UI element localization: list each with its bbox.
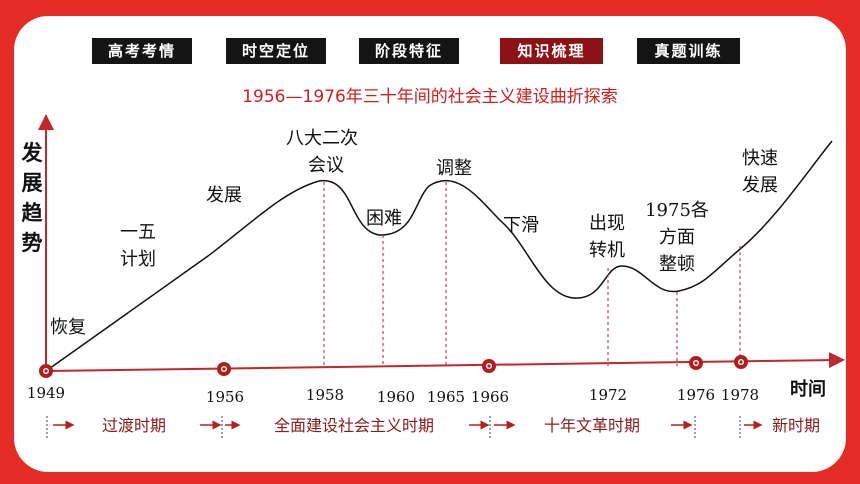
year-1966: 1966 — [471, 388, 509, 406]
y-axis-label-4: 势 — [22, 230, 43, 255]
year-1978: 1978 — [721, 386, 759, 404]
tab-time-space[interactable]: 时空定位 — [226, 38, 326, 64]
stage-adjustment: 调整 — [436, 158, 472, 179]
stage-rectification-1: 1975各 — [645, 200, 709, 221]
year-1976: 1976 — [677, 386, 715, 404]
x-axis-label: 时间 — [790, 379, 826, 400]
stage-difficulty: 困难 — [366, 208, 402, 229]
stage-rectification-2: 方面 — [659, 227, 695, 248]
year-1949: 1949 — [27, 384, 65, 402]
stage-development: 发展 — [206, 185, 242, 206]
period-transition: 过渡时期 — [102, 416, 166, 435]
trend-diagram: 发 展 趋 势 时间 1949 1956 1958 1960 1965 1966… — [21, 114, 845, 438]
y-axis-label-3: 趋 — [22, 200, 44, 225]
tab-exam-info[interactable]: 高考考情 — [92, 38, 192, 64]
stage-rapid-dev-1: 快速 — [742, 148, 778, 169]
stage-recovery: 恢复 — [50, 317, 86, 338]
year-1956: 1956 — [206, 388, 244, 406]
milestone-1976 — [689, 356, 703, 370]
tab-real-questions[interactable]: 真题训练 — [637, 38, 740, 64]
year-1965: 1965 — [427, 388, 465, 406]
slide-card: 高考考情 时空定位 阶段特征 知识梳理 真题训练 1956—1976年三十年间的… — [14, 16, 846, 472]
top-nav: 高考考情 时空定位 阶段特征 知识梳理 真题训练 — [14, 38, 846, 64]
stage-first-five-year-1: 一五 — [120, 222, 156, 243]
milestone-1966 — [482, 359, 496, 373]
y-axis-label-1: 发 — [21, 140, 44, 165]
milestone-1978 — [734, 355, 748, 369]
stage-eighth-congress-1: 八大二次 — [286, 128, 358, 149]
stage-decline: 下滑 — [503, 215, 539, 236]
tab-stage-features[interactable]: 阶段特征 — [359, 38, 459, 64]
slide-title: 1956—1976年三十年间的社会主义建设曲折探索 — [242, 87, 618, 107]
year-1958: 1958 — [306, 386, 344, 404]
period-socialist-construction: 全面建设社会主义时期 — [274, 416, 434, 435]
stage-first-five-year-2: 计划 — [120, 249, 156, 270]
period-new-era: 新时期 — [772, 416, 820, 435]
period-cultural-revolution: 十年文革时期 — [544, 416, 640, 435]
x-axis — [45, 352, 845, 372]
y-axis-label-2: 展 — [22, 170, 43, 195]
stage-rapid-dev-2: 发展 — [742, 175, 778, 196]
year-1960: 1960 — [377, 388, 415, 406]
trend-curve — [45, 140, 833, 372]
stage-rectification-3: 整顿 — [659, 254, 695, 275]
stage-eighth-congress-2: 会议 — [308, 155, 344, 176]
tab-knowledge-review[interactable]: 知识梳理 — [500, 38, 603, 64]
milestone-1949 — [39, 364, 53, 378]
stage-turning-point-1: 出现 — [589, 213, 625, 234]
year-1972: 1972 — [589, 386, 627, 404]
stage-turning-point-2: 转机 — [589, 240, 625, 261]
milestone-1956 — [217, 362, 231, 376]
